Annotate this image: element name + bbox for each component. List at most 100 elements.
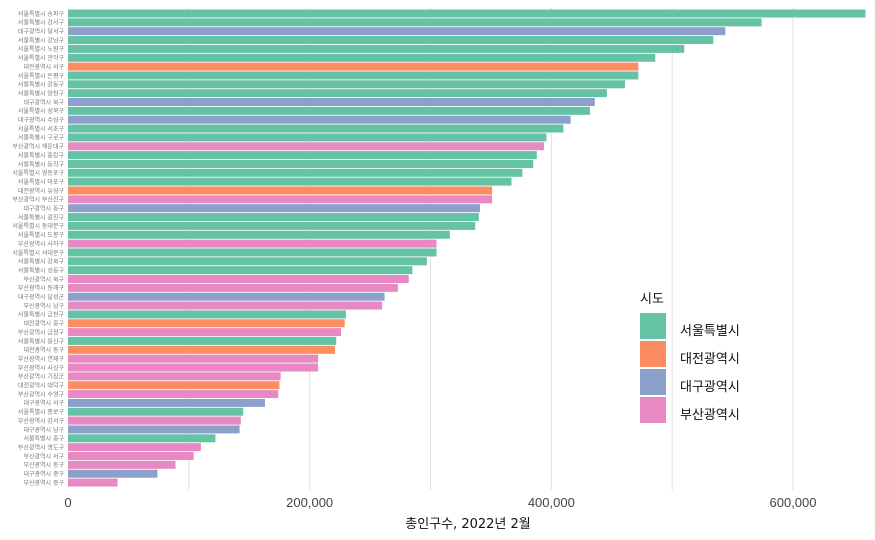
legend-item: 대전광역시 bbox=[640, 340, 770, 368]
y-tick-label: 대구광역시 중구 bbox=[23, 470, 64, 478]
bar bbox=[68, 71, 639, 80]
bar bbox=[68, 159, 534, 168]
bar bbox=[68, 186, 493, 195]
y-tick-label: 서울특별시 영등포구 bbox=[12, 169, 64, 177]
x-tick-label: 600,000 bbox=[770, 495, 817, 510]
legend-label: 서울특별시 bbox=[680, 323, 740, 339]
legend-swatch bbox=[640, 397, 666, 423]
y-tick-label: 서울특별시 광진구 bbox=[18, 213, 65, 221]
bar bbox=[68, 89, 607, 98]
bar bbox=[68, 460, 176, 469]
y-tick-label: 대전광역시 유성구 bbox=[18, 187, 65, 195]
y-tick-label: 부산광역시 해운대구 bbox=[12, 143, 64, 151]
y-tick-label: 대전광역시 중구 bbox=[23, 320, 64, 328]
y-tick-label: 서울특별시 용산구 bbox=[18, 337, 65, 345]
bar bbox=[68, 469, 158, 478]
legend-label: 대전광역시 bbox=[680, 351, 740, 367]
y-tick-label: 부산광역시 수영구 bbox=[18, 390, 65, 398]
bar bbox=[68, 266, 413, 275]
bar bbox=[68, 195, 493, 204]
bar bbox=[68, 248, 437, 257]
bar bbox=[68, 283, 398, 292]
bar bbox=[68, 354, 319, 363]
bar bbox=[68, 390, 279, 399]
legend-item: 서울특별시 bbox=[640, 312, 770, 340]
y-tick-label: 부산광역시 금정구 bbox=[18, 328, 65, 336]
bar bbox=[68, 213, 479, 222]
y-tick-label: 부산광역시 동구 bbox=[23, 461, 64, 469]
legend-label: 대구광역시 bbox=[680, 379, 740, 395]
bar bbox=[68, 319, 345, 328]
bar bbox=[68, 328, 342, 337]
legend-label: 부산광역시 bbox=[680, 407, 740, 423]
bar bbox=[68, 398, 265, 407]
bars bbox=[68, 9, 866, 487]
y-tick-label: 서울특별시 동작구 bbox=[18, 160, 65, 168]
legend-item: 대구광역시 bbox=[640, 368, 770, 396]
y-tick-label: 대구광역시 동구 bbox=[23, 205, 64, 213]
bar bbox=[68, 115, 571, 124]
bar bbox=[68, 106, 590, 115]
bar bbox=[68, 443, 201, 452]
bar bbox=[68, 301, 383, 310]
legend: 시도 서울특별시 대전광역시 대구광역시 부산광역시 bbox=[640, 288, 770, 424]
y-tick-label: 서울특별시 강남구 bbox=[18, 36, 65, 44]
y-tick-label: 서울특별시 서대문구 bbox=[12, 249, 64, 257]
y-tick-label: 서울특별시 양천구 bbox=[18, 89, 65, 97]
x-axis-title: 총인구수, 2022년 2월 bbox=[405, 517, 531, 532]
bar bbox=[68, 363, 319, 372]
y-tick-label: 대전광역시 서구 bbox=[23, 63, 64, 71]
bar bbox=[68, 133, 547, 142]
bar bbox=[68, 36, 714, 45]
bar bbox=[68, 257, 427, 266]
y-tick-label: 부산광역시 동래구 bbox=[18, 284, 65, 292]
y-tick-label: 서울특별시 구로구 bbox=[18, 134, 65, 142]
legend-swatch bbox=[640, 369, 666, 395]
bar bbox=[68, 478, 118, 487]
bar bbox=[68, 381, 280, 390]
bar bbox=[68, 168, 523, 177]
y-tick-label: 서울특별시 동대문구 bbox=[12, 222, 64, 230]
y-tick-label: 부산광역시 영도구 bbox=[18, 443, 65, 451]
y-tick-label: 서울특별시 중구 bbox=[23, 435, 64, 443]
y-tick-label: 서울특별시 중랑구 bbox=[18, 151, 65, 159]
bar bbox=[68, 336, 337, 345]
bar bbox=[68, 372, 281, 381]
y-tick-label: 서울특별시 도봉구 bbox=[18, 231, 65, 239]
y-tick-label: 서울특별시 금천구 bbox=[18, 311, 65, 319]
x-axis-ticks: 0 200,000 400,000 600,000 bbox=[64, 495, 816, 510]
bar bbox=[68, 53, 656, 62]
bar bbox=[68, 292, 385, 301]
y-tick-label: 부산광역시 사하구 bbox=[18, 240, 65, 248]
y-tick-label: 부산광역시 기장군 bbox=[18, 373, 65, 381]
legend-item: 부산광역시 bbox=[640, 396, 770, 424]
x-tick-label: 400,000 bbox=[528, 495, 575, 510]
y-tick-label: 서울특별시 성동구 bbox=[18, 266, 65, 274]
y-tick-label: 대전광역시 동구 bbox=[23, 346, 64, 354]
bar bbox=[68, 221, 476, 230]
y-tick-label: 부산광역시 강서구 bbox=[18, 417, 65, 425]
bar bbox=[68, 62, 639, 71]
x-tick-label: 0 bbox=[64, 495, 71, 510]
y-tick-label: 서울특별시 강북구 bbox=[18, 258, 65, 266]
y-tick-label: 서울특별시 관악구 bbox=[18, 54, 65, 62]
bar bbox=[68, 142, 545, 151]
y-tick-label: 대구광역시 달성군 bbox=[18, 293, 65, 301]
bar bbox=[68, 425, 240, 434]
bar bbox=[68, 416, 241, 425]
y-tick-label: 부산광역시 북구 bbox=[23, 275, 64, 283]
y-tick-label: 서울특별시 강서구 bbox=[18, 19, 65, 27]
y-tick-label: 대구광역시 서구 bbox=[23, 399, 64, 407]
x-tick-label: 200,000 bbox=[286, 495, 333, 510]
bar bbox=[68, 230, 450, 239]
bar bbox=[68, 452, 194, 460]
bar bbox=[68, 18, 762, 27]
y-tick-label: 서울특별시 종로구 bbox=[18, 408, 65, 416]
bar bbox=[68, 239, 437, 248]
y-tick-label: 부산광역시 중구 bbox=[23, 479, 64, 487]
bar bbox=[68, 98, 595, 106]
y-tick-label: 서울특별시 은평구 bbox=[18, 72, 65, 80]
